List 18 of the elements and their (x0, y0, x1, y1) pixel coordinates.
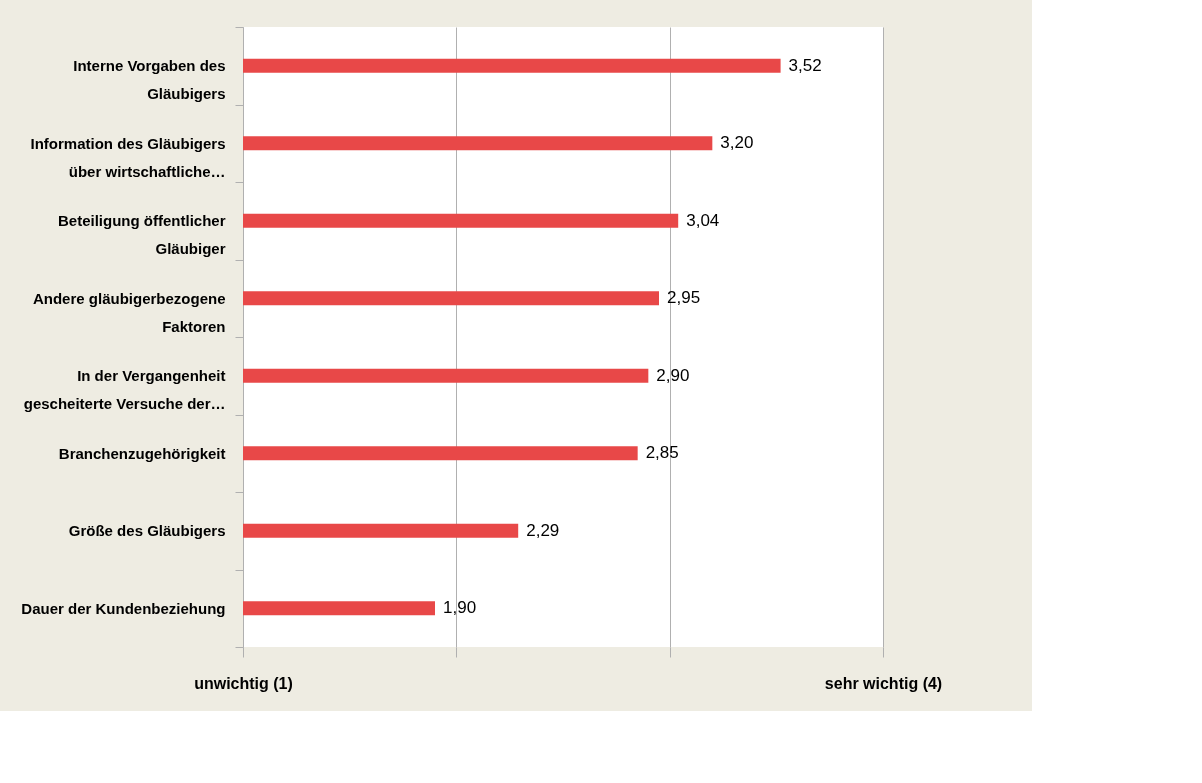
y-tick-label: Interne Vorgaben des Gläubigers (73, 57, 226, 103)
x-tick-label: unwichtig (1) (194, 674, 293, 692)
data-label: 1,90 (443, 598, 477, 618)
y-tick-label: Information des Gläubigers über wirtschaftliche… (30, 134, 226, 180)
data-label: 3,52 (788, 55, 822, 75)
data-label: 2,29 (526, 520, 560, 540)
data-label: 2,90 (656, 365, 690, 385)
y-tick-label: In der Vergangenheit gescheiterte Versuche der… (23, 367, 226, 413)
data-label: 3,20 (720, 133, 754, 153)
x-tick-label: sehr wichtig (4) (824, 674, 943, 692)
y-tick-label: Beteiligung öffentlicher Gläubiger (57, 212, 226, 258)
data-label: 2,95 (667, 288, 701, 308)
data-label: 3,04 (686, 210, 720, 230)
y-tick-label: Andere gläubigerbezogene Faktoren (32, 289, 226, 335)
y-tick-label: Dauer der Kundenbeziehung (21, 599, 226, 617)
data-label: 2,85 (645, 443, 679, 463)
y-tick-label: Größe des Gläubigers (68, 522, 226, 540)
y-tick-label: Branchenzugehörigkeit (58, 444, 226, 462)
